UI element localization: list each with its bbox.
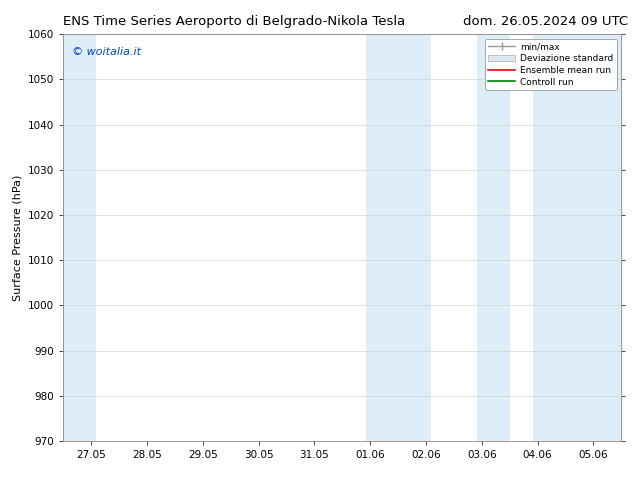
Y-axis label: Surface Pressure (hPa): Surface Pressure (hPa) — [13, 174, 23, 301]
Bar — [63, 34, 96, 441]
Text: © woitalia.it: © woitalia.it — [72, 47, 141, 56]
Bar — [477, 34, 510, 441]
Bar — [533, 34, 621, 441]
Bar — [366, 34, 430, 441]
Text: dom. 26.05.2024 09 UTC: dom. 26.05.2024 09 UTC — [463, 15, 628, 28]
Legend: min/max, Deviazione standard, Ensemble mean run, Controll run: min/max, Deviazione standard, Ensemble m… — [485, 39, 617, 90]
Text: ENS Time Series Aeroporto di Belgrado-Nikola Tesla: ENS Time Series Aeroporto di Belgrado-Ni… — [63, 15, 406, 28]
